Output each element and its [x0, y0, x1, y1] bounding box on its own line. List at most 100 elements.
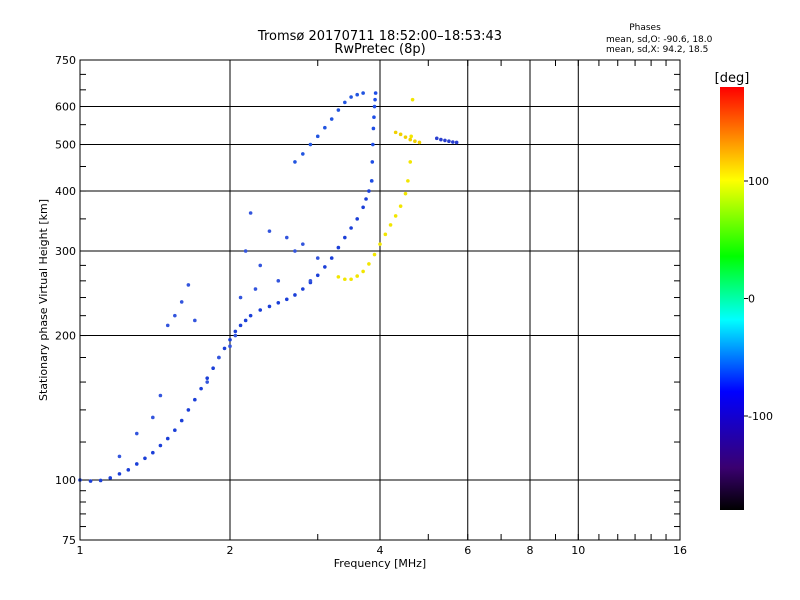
colorbar-tick-label: 100 — [748, 175, 769, 188]
data-point — [228, 337, 232, 342]
data-point — [439, 137, 443, 142]
y-tick-label: 400 — [55, 185, 76, 198]
data-point — [315, 256, 320, 260]
data-point — [349, 95, 353, 99]
data-point — [233, 333, 238, 338]
data-point — [361, 269, 365, 274]
x-tick-label: 16 — [673, 544, 687, 557]
data-point — [361, 205, 365, 210]
y-axis-label: Stationary phase Virtual Height [km] — [37, 199, 50, 401]
data-point — [361, 91, 365, 95]
data-point — [117, 472, 122, 476]
data-point — [98, 478, 103, 483]
data-point — [406, 179, 410, 183]
data-point — [211, 366, 215, 370]
data-point — [355, 274, 359, 278]
data-point — [393, 214, 398, 218]
data-point — [373, 91, 378, 95]
data-point — [370, 160, 375, 164]
data-point — [293, 160, 297, 164]
legend-title: Phases — [629, 23, 661, 33]
data-point — [186, 283, 191, 287]
data-point — [308, 142, 313, 147]
data-point — [126, 468, 131, 472]
data-point — [284, 235, 289, 240]
data-point — [151, 415, 155, 420]
data-point — [217, 355, 221, 360]
chart-subtitle: RwPretec (8p) — [334, 42, 425, 57]
data-point — [193, 397, 197, 402]
colorbar — [720, 87, 744, 510]
y-tick-label: 600 — [55, 101, 76, 114]
y-tick-label: 300 — [55, 245, 76, 258]
data-point — [364, 197, 368, 201]
y-tick-label: 500 — [55, 139, 76, 152]
data-point — [369, 179, 374, 183]
x-tick-label: 4 — [377, 544, 384, 557]
data-point — [301, 242, 305, 246]
data-point — [398, 132, 403, 137]
data-point — [408, 137, 413, 142]
x-tick-label: 1 — [77, 544, 84, 557]
data-point — [165, 323, 170, 328]
data-point — [205, 380, 209, 384]
chart-title: Tromsø 20170711 18:52:00–18:53:43 — [257, 29, 502, 44]
data-point — [248, 313, 253, 318]
data-point — [383, 232, 388, 237]
data-point — [158, 393, 163, 398]
data-point — [193, 318, 197, 323]
legend-line-o: mean, sd,O: -90.6, 18.0 — [606, 35, 713, 45]
data-point — [267, 304, 272, 309]
data-point — [173, 313, 177, 318]
data-point — [308, 279, 313, 283]
data-point — [410, 97, 415, 102]
data-point — [378, 242, 382, 246]
data-point — [199, 386, 203, 391]
data-point — [117, 454, 122, 459]
data-point — [205, 376, 209, 380]
data-point — [398, 204, 403, 208]
data-point — [447, 139, 451, 144]
data-point — [228, 344, 232, 349]
data-point — [372, 252, 377, 257]
data-point — [393, 130, 398, 135]
data-point — [403, 135, 408, 139]
data-point — [343, 277, 347, 282]
y-tick-label: 100 — [55, 474, 76, 487]
plot-frame — [79, 59, 681, 541]
data-point — [349, 277, 353, 282]
data-point — [454, 140, 459, 145]
data-points — [78, 91, 459, 483]
x-tick-label: 8 — [527, 544, 534, 557]
data-point — [222, 346, 227, 351]
colorbar-tick-label: 0 — [748, 293, 755, 306]
data-point — [329, 117, 334, 121]
data-point — [179, 418, 184, 423]
data-point — [443, 138, 447, 143]
data-point — [253, 287, 258, 291]
data-point — [143, 456, 147, 461]
data-point — [372, 104, 377, 109]
data-point — [108, 476, 113, 480]
data-point — [367, 189, 371, 193]
data-point — [413, 139, 417, 144]
data-point — [323, 125, 327, 130]
data-point — [238, 295, 243, 300]
data-point — [233, 329, 238, 334]
data-point — [323, 265, 327, 269]
data-point — [238, 323, 243, 328]
data-point — [301, 152, 305, 156]
data-point — [336, 245, 341, 250]
data-point — [315, 273, 320, 278]
colorbar-ticks: -100 0 100 — [744, 175, 773, 423]
colorbar-tick-label: -100 — [748, 410, 773, 423]
x-tick-label: 2 — [227, 544, 234, 557]
data-point — [258, 263, 263, 268]
data-point — [276, 301, 281, 305]
y-tick-labels: 75 100 200 300 400 500 600 750 — [55, 54, 76, 547]
data-point — [134, 462, 139, 466]
data-point — [367, 262, 371, 266]
data-point — [243, 318, 248, 323]
data-point — [186, 408, 191, 412]
